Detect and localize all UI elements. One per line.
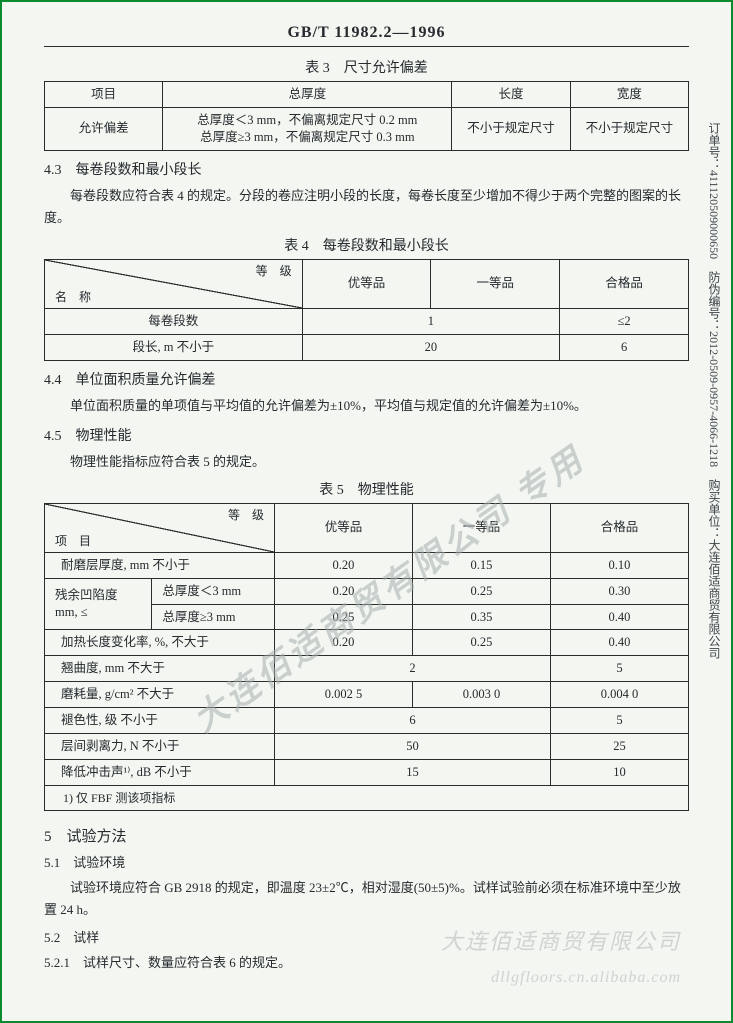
t5-r5-a: 0.002 5 [274,682,412,708]
table5: 等 级 项 目 优等品 一等品 合格品 耐磨层厚度, mm 不小于 0.20 0… [44,503,689,811]
t4-r1-c: ≤2 [560,308,689,334]
sec43-p: 每卷段数应符合表 4 的规定。分段的卷应注明小段的长度，每卷长度至少增加不得少于… [44,185,689,229]
t3-thick: 总厚度＜3 mm，不偏离规定尺寸 0.2 mm 总厚度≥3 mm，不偏离规定尺寸… [163,107,452,150]
t4-diag-top: 等 级 [256,263,292,279]
t5-diag-bot: 项 目 [55,533,91,549]
t4-col-b: 一等品 [431,259,560,308]
t5-r5-b: 0.003 0 [412,682,550,708]
t5-r4-c: 5 [550,656,688,682]
t5-r2-a: 0.25 [274,604,412,630]
t4-col-a: 优等品 [302,259,431,308]
t3-head-item: 项目 [45,82,163,108]
t5-r2-sub: 总厚度≥3 mm [152,604,275,630]
t5-r2-b: 0.35 [412,604,550,630]
t5-r8-c: 10 [550,759,688,785]
t5-r1-sub: 总厚度＜3 mm [152,578,275,604]
t5-r0-c: 0.10 [550,552,688,578]
table5-title: 表 5 物理性能 [44,479,689,499]
t5-r1-a: 0.20 [274,578,412,604]
table4-title: 表 4 每卷段数和最小段长 [44,235,689,255]
sec44-h: 4.4 单位面积质量允许偏差 [44,369,689,389]
t3-label: 允许偏差 [45,107,163,150]
t5-r1-b: 0.25 [412,578,550,604]
t5-col-b: 一等品 [412,503,550,552]
t5-r7: 层间剥离力, N 不小于 [45,733,275,759]
t4-r1-label: 每卷段数 [45,308,303,334]
bottom-wm-url: dllgfloors.cn.alibaba.com [491,969,681,986]
t5-r2-c: 0.40 [550,604,688,630]
sec51-h: 5.1 试验环境 [44,852,689,871]
sec45-h: 4.5 物理性能 [44,425,689,445]
bottom-wm-line1: 大连佰适商贸有限公司 [441,929,681,954]
t3-head-thick: 总厚度 [163,82,452,108]
t3-head-wid: 宽度 [570,82,688,108]
t4-col-c: 合格品 [560,259,689,308]
side-text: 订单号：411120509000650 防伪编号：2012-0509-0957-… [706,122,723,659]
t5-r8: 降低冲击声¹⁾, dB 不小于 [45,759,275,785]
t5-r0-a: 0.20 [274,552,412,578]
t5-r3-b: 0.25 [412,630,550,656]
t5-r6: 褪色性, 级 不小于 [45,708,275,734]
t5-r4: 翘曲度, mm 不大于 [45,656,275,682]
t5-col-c: 合格品 [550,503,688,552]
table3-title: 表 3 尺寸允许偏差 [44,57,689,77]
t3-wid: 不小于规定尺寸 [570,107,688,150]
table4: 等 级 名 称 优等品 一等品 合格品 每卷段数 1 ≤2 段长, m 不小于 … [44,259,689,361]
t4-r2-label: 段长, m 不小于 [45,334,303,360]
t5-r6-c: 5 [550,708,688,734]
sec44-p: 单位面积质量的单项值与平均值的允许偏差为±10%，平均值与规定值的允许偏差为±1… [44,395,689,417]
t4-r2-c: 6 [560,334,689,360]
standard-title: GB/T 11982.2—1996 [44,24,689,42]
t5-r1-c: 0.30 [550,578,688,604]
t4-r1-ab: 1 [302,308,560,334]
t5-r3-c: 0.40 [550,630,688,656]
t3-thick-l1: 总厚度＜3 mm，不偏离规定尺寸 0.2 mm [197,113,417,127]
sec45-p: 物理性能指标应符合表 5 的规定。 [44,451,689,473]
t5-r7-c: 25 [550,733,688,759]
bottom-watermark: 大连佰适商贸有限公司 dllgfloors.cn.alibaba.com [441,925,681,991]
t5-group: 残余凹陷度mm, ≤ [45,578,152,630]
sec43-h: 4.3 每卷段数和最小段长 [44,159,689,179]
t3-len: 不小于规定尺寸 [452,107,570,150]
page: GB/T 11982.2—1996 表 3 尺寸允许偏差 项目 总厚度 长度 宽… [0,0,733,1023]
t5-r0-b: 0.15 [412,552,550,578]
t5-r8-ab: 15 [274,759,550,785]
sec51-p: 试验环境应符合 GB 2918 的规定，即温度 23±2℃，相对湿度(50±5)… [44,877,689,921]
t5-r3-a: 0.20 [274,630,412,656]
t5-r4-ab: 2 [274,656,550,682]
t5-r6-ab: 6 [274,708,550,734]
table3: 项目 总厚度 长度 宽度 允许偏差 总厚度＜3 mm，不偏离规定尺寸 0.2 m… [44,81,689,151]
t3-thick-l2: 总厚度≥3 mm，不偏离规定尺寸 0.3 mm [200,130,415,144]
t4-r2-ab: 20 [302,334,560,360]
t5-diag: 等 级 项 目 [45,503,275,552]
t5-r0: 耐磨层厚度, mm 不小于 [45,552,275,578]
t4-diag-bot: 名 称 [55,289,91,305]
t5-diag-top: 等 级 [228,507,264,523]
t5-footnote: 1) 仅 FBF 测该项指标 [45,785,689,810]
t5-col-a: 优等品 [274,503,412,552]
t3-head-len: 长度 [452,82,570,108]
t5-r5: 磨耗量, g/cm² 不大于 [45,682,275,708]
t5-r3: 加热长度变化率, %, 不大于 [45,630,275,656]
t5-r7-ab: 50 [274,733,550,759]
t5-r5-c: 0.004 0 [550,682,688,708]
rule [44,46,689,47]
sec5-h: 5 试验方法 [44,825,689,846]
t4-diag: 等 级 名 称 [45,259,303,308]
